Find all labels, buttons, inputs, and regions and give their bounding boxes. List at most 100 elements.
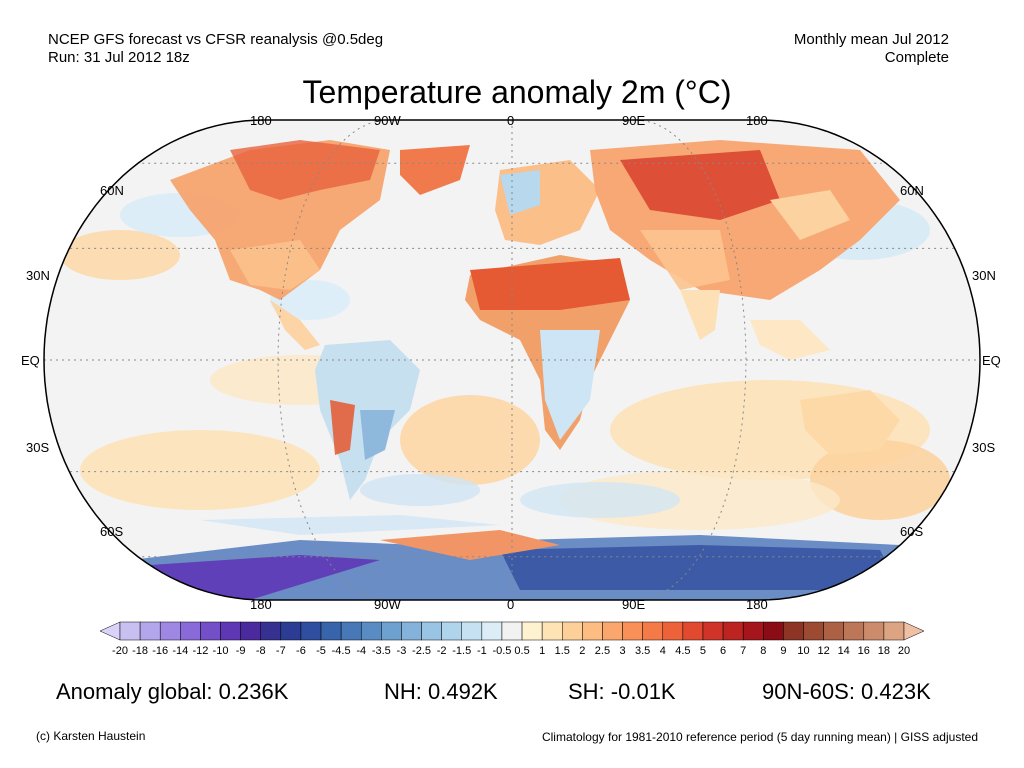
colorbar-tick-label: 2: [579, 645, 586, 657]
lat-label-right-60n: 60N: [900, 183, 924, 198]
world-map: [43, 119, 981, 601]
map-title: Temperature anomaly 2m (°C): [302, 74, 732, 110]
colorbar-swatch: [381, 621, 402, 641]
colorbar-tick-label: -3: [396, 645, 407, 657]
colorbar-tick-label: 3: [619, 645, 626, 657]
colorbar-tick-label: -4: [356, 645, 367, 657]
globe-outline: [43, 119, 981, 601]
colorbar-swatch: [562, 621, 583, 641]
colorbar-tick-label: 1: [539, 645, 546, 657]
colorbar-swatch: [461, 621, 483, 641]
global-anomaly: Anomaly global: 0.236K: [56, 679, 289, 704]
colorbar-swatch: [481, 621, 503, 641]
colorbar-swatch: [360, 621, 382, 641]
lat-label-left-eq: EQ: [21, 353, 40, 368]
colorbar-right-arrow: [903, 621, 924, 641]
lon-label-top-3: 0: [507, 113, 515, 128]
colorbar-swatch: [421, 621, 442, 641]
colorbar-swatch: [441, 621, 462, 641]
lon-label-bottom-5: 180: [746, 597, 768, 612]
lon-label-bottom-4: 90E: [622, 597, 646, 612]
lon-label-bottom-1: 180: [250, 597, 272, 612]
credit: (c) Karsten Haustein: [36, 729, 146, 743]
colorbar-swatch: [200, 621, 221, 641]
colorbar-swatch: [783, 621, 804, 641]
colorbar-tick-label: -5: [316, 645, 326, 657]
colorbar-tick-label: 4: [659, 645, 666, 657]
colorbar-tick-label: -12: [192, 645, 209, 657]
colorbar-swatch: [682, 621, 704, 641]
colorbar-tick-label: -14: [172, 645, 189, 657]
colorbar-tick-label: -2.5: [412, 645, 432, 657]
colorbar-tick-label: 16: [857, 645, 870, 657]
colorbar-tick-label: 1.5: [554, 645, 570, 657]
lon-label-top-1: 180: [250, 113, 272, 128]
colorbar-tick-label: -18: [132, 645, 149, 657]
colorbar-tick-label: 10: [797, 645, 810, 657]
colorbar-tick-label: -2: [436, 645, 447, 657]
lat-label-left-60n: 60N: [100, 183, 124, 198]
lon-label-bottom-2: 90W: [374, 597, 401, 612]
colorbar-swatch: [883, 621, 905, 641]
colorbar-tick-label: -6: [296, 645, 306, 657]
colorbar-tick-label: 9: [780, 645, 787, 657]
colorbar-swatch: [240, 621, 261, 641]
colorbar-swatch: [139, 621, 161, 641]
colorbar-tick-label: -8: [255, 645, 266, 657]
colorbar-tick-label: -16: [152, 645, 169, 657]
colorbar-swatch: [220, 621, 241, 641]
colorbar-swatch: [722, 621, 744, 641]
colorbar-tick-label: -4.5: [331, 645, 351, 657]
lat-label-right-30s: 30S: [972, 440, 996, 455]
sh-anomaly: SH: -0.01K: [568, 679, 676, 704]
model-description: NCEP GFS forecast vs CFSR reanalysis @0.…: [48, 31, 384, 48]
polar-anomaly: 90N-60S: 0.423K: [762, 679, 931, 704]
lat-label-right-30n: 30N: [972, 268, 996, 283]
colorbar-swatch: [702, 621, 724, 641]
colorbar-swatch: [401, 621, 422, 641]
colorbar-swatch: [119, 621, 141, 641]
colorbar-swatch: [260, 621, 282, 641]
status-label: Complete: [884, 49, 949, 66]
colorbar-swatch: [823, 621, 844, 641]
colorbar-swatch: [159, 621, 181, 641]
colorbar-tick-label: -9: [235, 645, 246, 657]
colorbar-swatch: [863, 621, 885, 641]
colorbar-tick-label: 4.5: [675, 645, 691, 657]
colorbar-swatch: [763, 621, 784, 641]
colorbar-swatch: [602, 621, 623, 641]
lon-label-top-4: 90E: [622, 113, 646, 128]
colorbar-swatch: [340, 621, 362, 641]
colorbar-tick-label: -7: [275, 645, 286, 657]
colorbar-tick-label: 12: [817, 645, 830, 657]
colorbar-tick-label: 8: [760, 645, 767, 657]
colorbar-tick-label: 0.5: [514, 645, 530, 657]
colorbar-left-arrow: [100, 621, 121, 641]
colorbar-tick-label: 3.5: [635, 645, 651, 657]
run-time: Run: 31 Jul 2012 18z: [48, 49, 190, 66]
period-label: Monthly mean Jul 2012: [793, 31, 949, 48]
colorbar-tick-label: -20: [112, 645, 128, 657]
colorbar-swatch: [642, 621, 664, 641]
colorbar-tick-label: 6: [720, 645, 727, 657]
colorbar-swatch: [180, 621, 201, 641]
colorbar-swatch: [501, 621, 523, 641]
climatology-note: Climatology for 1981-2010 reference peri…: [541, 730, 978, 744]
colorbar-swatch: [320, 621, 342, 641]
colorbar-tick-label: -0.5: [492, 645, 512, 657]
colorbar-swatch: [300, 621, 322, 641]
colorbar-tick-label: -3.5: [371, 645, 391, 657]
lat-label-left-60s: 60S: [100, 524, 124, 539]
lon-label-bottom-3: 0: [507, 597, 515, 612]
lon-label-top-2: 90W: [374, 113, 401, 128]
colorbar-swatch: [521, 621, 543, 641]
colorbar-swatch: [541, 621, 563, 641]
colorbar-swatch: [662, 621, 684, 641]
colorbar-tick-label: 20: [897, 645, 911, 657]
lon-label-top-5: 180: [746, 113, 768, 128]
lat-label-right-60s: 60S: [900, 524, 924, 539]
colorbar-tick-label: 5: [699, 645, 707, 657]
colorbar-swatch: [622, 621, 643, 641]
colorbar-tick-label: 14: [837, 645, 850, 657]
lat-label-right-eq: EQ: [982, 353, 1001, 368]
